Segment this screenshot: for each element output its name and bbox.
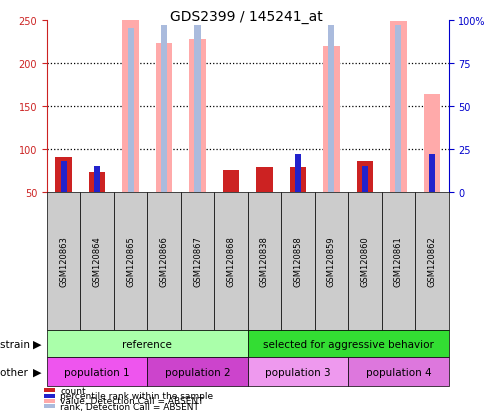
Bar <box>89 172 106 192</box>
Text: population 2: population 2 <box>165 367 230 377</box>
Text: selected for aggressive behavior: selected for aggressive behavior <box>263 339 434 349</box>
Text: population 1: population 1 <box>64 367 130 377</box>
Text: ▶: ▶ <box>34 367 42 377</box>
Text: population 4: population 4 <box>366 367 431 377</box>
Bar <box>122 21 139 192</box>
Bar <box>295 154 301 192</box>
Text: population 3: population 3 <box>265 367 331 377</box>
Bar <box>323 47 340 192</box>
Text: GSM120859: GSM120859 <box>327 236 336 287</box>
Text: GSM120864: GSM120864 <box>93 236 102 287</box>
Bar <box>161 26 167 192</box>
Text: percentile rank within the sample: percentile rank within the sample <box>60 391 213 400</box>
Text: rank, Detection Call = ABSENT: rank, Detection Call = ABSENT <box>60 402 199 411</box>
Bar <box>189 40 206 192</box>
Bar <box>289 168 306 192</box>
Bar <box>195 26 201 192</box>
Bar <box>128 29 134 192</box>
Bar <box>395 26 401 192</box>
Bar <box>423 95 440 192</box>
Text: strain: strain <box>0 339 33 349</box>
Text: GSM120858: GSM120858 <box>293 236 303 287</box>
Text: GSM120861: GSM120861 <box>394 236 403 287</box>
Text: GSM120867: GSM120867 <box>193 236 202 287</box>
Bar <box>356 162 373 192</box>
Text: reference: reference <box>122 339 172 349</box>
Bar <box>429 154 435 192</box>
Text: GDS2399 / 145241_at: GDS2399 / 145241_at <box>170 10 323 24</box>
Bar <box>390 22 407 192</box>
Text: value, Detection Call = ABSENT: value, Detection Call = ABSENT <box>60 396 204 406</box>
Text: ▶: ▶ <box>34 339 42 349</box>
Bar <box>61 161 67 192</box>
Text: GSM120866: GSM120866 <box>160 236 169 287</box>
Text: GSM120868: GSM120868 <box>226 236 236 287</box>
Bar <box>156 44 173 192</box>
Bar <box>94 166 100 192</box>
Bar <box>256 168 273 192</box>
Text: other: other <box>0 367 31 377</box>
Text: count: count <box>60 386 86 395</box>
Text: GSM120862: GSM120862 <box>427 236 436 287</box>
Text: GSM120865: GSM120865 <box>126 236 135 287</box>
Text: GSM120863: GSM120863 <box>59 236 68 287</box>
Bar <box>55 158 72 192</box>
Bar <box>362 166 368 192</box>
Bar <box>328 26 334 192</box>
Text: GSM120838: GSM120838 <box>260 236 269 287</box>
Bar <box>223 171 240 192</box>
Text: GSM120860: GSM120860 <box>360 236 369 287</box>
